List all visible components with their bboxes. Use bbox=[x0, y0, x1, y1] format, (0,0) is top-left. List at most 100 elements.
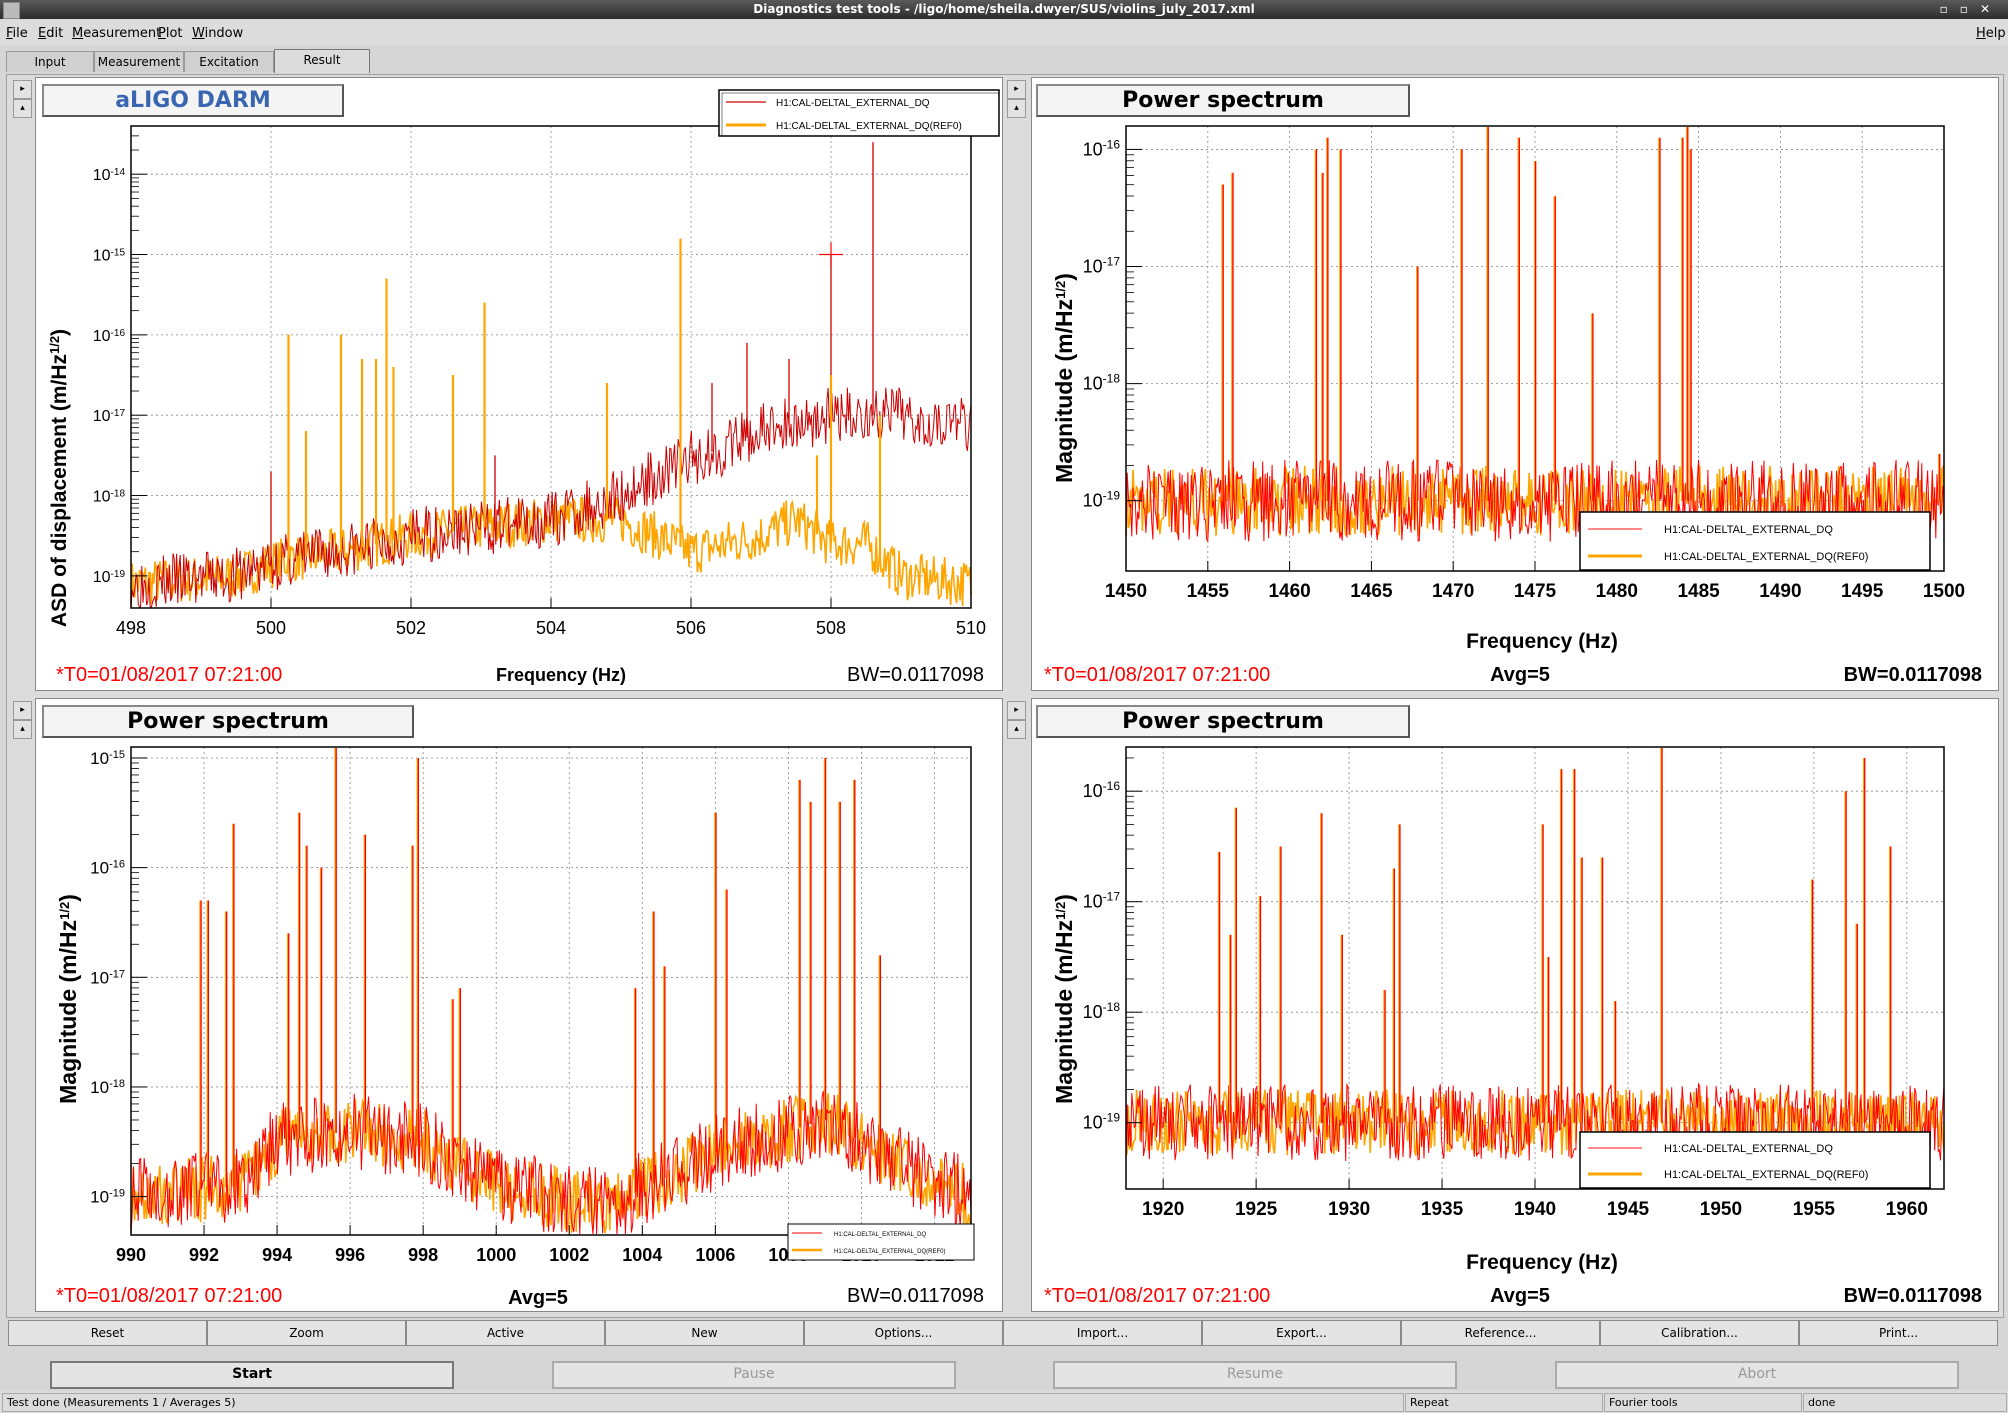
tab-input[interactable]: Input bbox=[6, 51, 94, 72]
y-tick-label: 10-14 bbox=[93, 167, 126, 185]
x-tick-label: 998 bbox=[408, 1245, 438, 1265]
menu-help[interactable]: Help bbox=[1976, 26, 2006, 41]
window-menu-icon[interactable] bbox=[3, 2, 20, 19]
y-tick-exponent: -14 bbox=[111, 167, 126, 178]
menu-file[interactable]: File bbox=[6, 26, 28, 41]
panel-tr-arrow-up-icon[interactable]: ▴ bbox=[1007, 99, 1026, 118]
x-tick-label: 1490 bbox=[1759, 581, 1801, 602]
chart-darm[interactable]: 498 500 502 504 506 508 510 10-19 10-18 10-17 10-1… bbox=[36, 78, 1002, 690]
series-noise-floor bbox=[1125, 1082, 1945, 1162]
plot-panel-darm[interactable]: aLIGO DARM 498 500 502 504 506 508 510 10-19 10-… bbox=[35, 77, 1003, 691]
y-tick-exponent: -17 bbox=[109, 968, 125, 980]
x-tick-label: 504 bbox=[536, 618, 566, 638]
x-tick-label: 1950 bbox=[1700, 1199, 1742, 1220]
legend: H1:CAL-DELTAL_EXTERNAL_DQ H1:CAL-DELTAL_… bbox=[1579, 1131, 1931, 1189]
menu-edit[interactable]: Edit bbox=[38, 26, 64, 41]
x-tick-label: 990 bbox=[116, 1245, 146, 1265]
x-tick-label: 510 bbox=[956, 618, 986, 638]
panel-br-arrow-up-icon[interactable]: ▴ bbox=[1007, 720, 1026, 739]
status-message: Test done (Measurements 1 / Averages 5) bbox=[2, 1393, 1404, 1412]
y-axis-label: ASD of displacement (m/Hz1/2) bbox=[47, 329, 72, 627]
panel-tr-arrow-right-icon[interactable]: ▸ bbox=[1007, 80, 1026, 99]
legend-ref-label: H1:CAL-DELTAL_EXTERNAL_DQ(REF0) bbox=[1664, 551, 1868, 563]
x-tick-label: 1460 bbox=[1268, 581, 1310, 602]
legend-ref-label: H1:CAL-DELTAL_EXTERNAL_DQ(REF0) bbox=[776, 121, 962, 132]
print-button[interactable]: Print... bbox=[1799, 1320, 1998, 1346]
y-tick-label: 10-19 bbox=[90, 1188, 125, 1207]
reset-button[interactable]: Reset bbox=[8, 1320, 207, 1346]
reference-button[interactable]: Reference... bbox=[1401, 1320, 1600, 1346]
panel-title: Power spectrum bbox=[1036, 705, 1410, 738]
calibration-button[interactable]: Calibration... bbox=[1600, 1320, 1799, 1346]
menu-measurement[interactable]: Measurement bbox=[72, 26, 162, 41]
resume-button[interactable]: Resume bbox=[1053, 1361, 1457, 1389]
chart-power-1450[interactable]: 1450 1455 1460 1465 1470 1475 1480 1485 1490 1495… bbox=[1032, 78, 1998, 690]
y-tick-exponent: -19 bbox=[111, 568, 126, 579]
t0-label: *T0=01/08/2017 07:21:00 bbox=[56, 664, 282, 686]
x-tick-label: 508 bbox=[816, 618, 846, 638]
tab-excitation[interactable]: Excitation bbox=[184, 51, 274, 72]
x-tick-label: 1480 bbox=[1596, 581, 1638, 602]
active-button[interactable]: Active bbox=[406, 1320, 605, 1346]
menu-window[interactable]: Window bbox=[192, 26, 244, 41]
plot-panel-power-spectrum-990[interactable]: Power spectrum 990 992 994 996 998 1000 1002 10… bbox=[35, 698, 1003, 1312]
tab-measurement[interactable]: Measurement bbox=[94, 51, 184, 72]
x-tick-label: 1485 bbox=[1677, 581, 1720, 602]
legend: H1:CAL-DELTAL_EXTERNAL_DQ H1:CAL-DELTAL_… bbox=[718, 89, 1000, 137]
chart-power-1920[interactable]: 1920 1925 1930 1935 1940 1945 1950 1955 1960 10-1… bbox=[1032, 699, 1998, 1311]
chart-power-990[interactable]: 9909929949969981000100210041006100810101… bbox=[36, 699, 1002, 1311]
export-button[interactable]: Export... bbox=[1202, 1320, 1401, 1346]
zoom-button[interactable]: Zoom bbox=[207, 1320, 406, 1346]
panel-title: aLIGO DARM bbox=[42, 84, 344, 117]
options-button[interactable]: Options... bbox=[804, 1320, 1003, 1346]
tab-result[interactable]: Result bbox=[274, 49, 370, 73]
menu-plot[interactable]: Plot bbox=[158, 26, 183, 41]
panel-tl-arrow-up-icon[interactable]: ▴ bbox=[13, 99, 32, 118]
x-tick-label: 994 bbox=[262, 1245, 292, 1265]
series-noise-floor bbox=[1125, 1087, 1945, 1157]
x-axis-label: Frequency (Hz) bbox=[496, 665, 626, 685]
x-tick-label: 1945 bbox=[1607, 1199, 1650, 1220]
x-tick-label: 1960 bbox=[1886, 1199, 1928, 1220]
avg-label: Avg=5 bbox=[1490, 664, 1550, 686]
pause-button[interactable]: Pause bbox=[552, 1361, 956, 1389]
y-tick-exponent: -19 bbox=[1103, 1111, 1121, 1125]
abort-button[interactable]: Abort bbox=[1555, 1361, 1959, 1389]
series-noise-floor bbox=[1125, 458, 1945, 543]
y-axis-label-exponent: 1/2 bbox=[1053, 281, 1068, 299]
legend: H1:CAL-DELTAL_EXTERNAL_DQ H1:CAL-DELTAL_… bbox=[787, 1223, 975, 1261]
x-tick-label: 498 bbox=[116, 618, 146, 638]
plot-frame bbox=[1125, 746, 1945, 1190]
y-tick-label: 10-17 bbox=[1083, 890, 1121, 912]
start-button[interactable]: Start bbox=[50, 1361, 454, 1389]
series-noise-floor bbox=[130, 1090, 972, 1235]
panel-bl-arrow-up-icon[interactable]: ▴ bbox=[13, 720, 32, 739]
plot-panel-power-spectrum-1920[interactable]: Power spectrum 1920 1925 1930 1935 1940 1945 1… bbox=[1031, 698, 1999, 1312]
menu-bar: File Edit Measurement Plot Window Help bbox=[0, 20, 2008, 45]
legend-live-label: H1:CAL-DELTAL_EXTERNAL_DQ bbox=[1664, 524, 1833, 536]
y-tick-label: 10-15 bbox=[90, 749, 125, 768]
x-tick-label: 992 bbox=[189, 1245, 219, 1265]
window-controls[interactable]: ▫▫✕ bbox=[1939, 2, 2002, 16]
panel-tl-arrow-right-icon[interactable]: ▸ bbox=[13, 80, 32, 99]
status-state: done bbox=[1803, 1393, 2007, 1412]
new-button[interactable]: New bbox=[605, 1320, 804, 1346]
y-axis-label-text: Magnitude (m/Hz bbox=[55, 920, 81, 1104]
panel-br-arrow-right-icon[interactable]: ▸ bbox=[1007, 701, 1026, 720]
y-tick-label: 10-18 bbox=[1083, 1000, 1121, 1022]
y-tick-label: 10-18 bbox=[1083, 372, 1121, 394]
y-axis-label-tail: ) bbox=[1051, 273, 1077, 281]
y-axis-label-exponent: 1/2 bbox=[1053, 902, 1068, 920]
import-button[interactable]: Import... bbox=[1003, 1320, 1202, 1346]
y-tick-label: 10-17 bbox=[1083, 255, 1121, 277]
plot-panel-power-spectrum-1450[interactable]: Power spectrum 1450 1455 1460 1465 1470 1475 1… bbox=[1031, 77, 1999, 691]
y-tick-exponent: -17 bbox=[111, 408, 126, 419]
status-bar: Test done (Measurements 1 / Averages 5) … bbox=[0, 1391, 2008, 1413]
y-axis-label-exponent: 1/2 bbox=[57, 902, 72, 920]
peaks bbox=[270, 142, 882, 565]
y-tick-exponent: -17 bbox=[1103, 890, 1121, 904]
panel-bl-arrow-right-icon[interactable]: ▸ bbox=[13, 701, 32, 720]
y-axis-label-text: Magnitude (m/Hz bbox=[1051, 920, 1077, 1104]
bw-label: BW=0.0117098 bbox=[1844, 1285, 1982, 1307]
y-tick-exponent: -16 bbox=[1103, 779, 1121, 793]
